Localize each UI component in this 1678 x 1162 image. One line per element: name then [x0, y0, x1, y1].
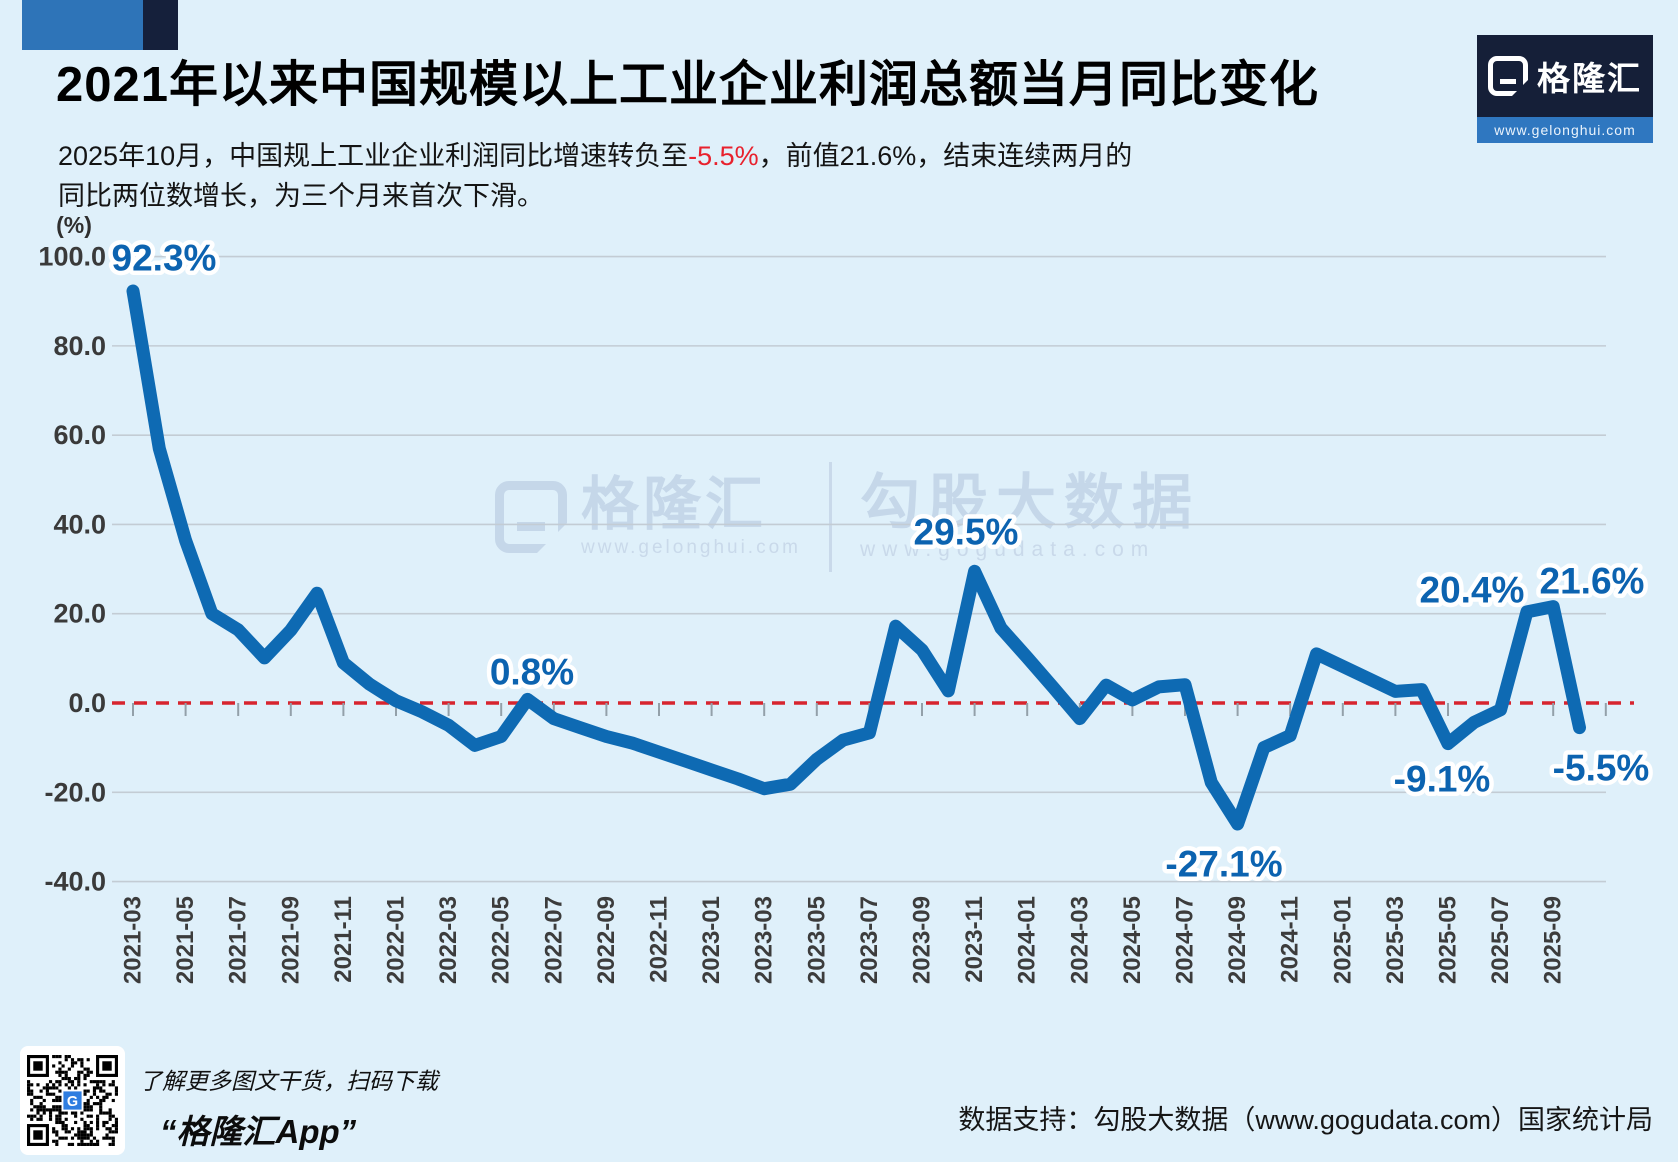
x-tick-label: 2024-09 [1224, 896, 1251, 984]
subtitle-highlight-value: -5.5% [688, 141, 759, 171]
x-tick-label: 2022-11 [646, 896, 673, 983]
gelonghui-logo-box: 格隆汇 [1477, 35, 1653, 117]
x-tick-label: 2023-09 [909, 896, 936, 984]
page-title: 2021年以来中国规模以上工业企业利润总额当月同比变化 [56, 58, 1320, 112]
gelonghui-logo-url: www.gelonghui.com [1477, 117, 1653, 143]
x-tick-label: 2024-03 [1066, 896, 1093, 984]
svg-text:G: G [67, 1094, 78, 1110]
y-tick-label: 0.0 [68, 688, 106, 718]
x-tick-label: 2023-11 [961, 896, 988, 983]
y-axis-unit-label: (%) [56, 212, 92, 238]
x-tick-label: 2022-03 [435, 896, 462, 984]
x-tick-label: 2025-07 [1487, 896, 1514, 984]
data-point-label: 29.5% [914, 512, 1019, 553]
y-tick-label: 60.0 [53, 420, 106, 450]
data-source-note: 数据支持：勾股大数据（www.gogudata.com）国家统计局 [958, 1105, 1653, 1135]
x-tick-label: 2022-09 [593, 896, 620, 984]
data-point-label: 92.3% [112, 238, 217, 279]
data-point-label: -9.1% [1394, 759, 1491, 800]
subtitle: 2025年10月，中国规上工业企业利润同比增速转负至-5.5%，前值21.6%，… [58, 136, 1178, 216]
qr-caption: 了解更多图文干货，扫码下载 [139, 1068, 438, 1094]
watermark-gogudata-text: 勾股大数据 [859, 469, 1200, 536]
data-point-label: -5.5% [1553, 748, 1650, 789]
x-tick-label: 2021-11 [330, 896, 357, 983]
subtitle-text-2: ，前值21.6%，结束连续两月的 [758, 141, 1133, 171]
subtitle-line-2: 同比两位数增长，为三个月来首次下滑。 [58, 181, 544, 211]
data-point-label: 20.4% [1420, 570, 1525, 611]
profit-yoy-line [126, 284, 1586, 831]
watermark-gogudata: 勾股大数据 www.gogudata.com [860, 472, 1200, 562]
x-tick-label: 2023-05 [803, 896, 830, 984]
x-tick-label: 2022-01 [383, 896, 410, 984]
x-tick-label: 2024-01 [1014, 896, 1041, 984]
watermark-divider [828, 462, 832, 572]
y-tick-label: -20.0 [44, 777, 106, 807]
data-point-label: 21.6% [1540, 561, 1645, 602]
x-tick-label: 2025-01 [1329, 896, 1356, 984]
qr-code: G [20, 1046, 125, 1155]
decoration-navy-block [143, 0, 178, 50]
x-tick-label: 2024-05 [1119, 896, 1146, 984]
x-tick-label: 2025-03 [1382, 896, 1409, 984]
decoration-blue-block [22, 0, 143, 50]
subtitle-text-1: 2025年10月，中国规上工业企业利润同比增速转负至 [58, 141, 689, 171]
x-tick-label: 2025-09 [1540, 896, 1567, 984]
x-tick-label: 2021-09 [277, 896, 304, 984]
y-tick-label: 100.0 [38, 242, 106, 272]
x-tick-label: 2023-01 [698, 896, 725, 984]
x-tick-label: 2024-07 [1172, 896, 1199, 984]
x-tick-label: 2021-07 [225, 896, 252, 984]
x-tick-label: 2024-11 [1277, 896, 1304, 983]
y-tick-label: 40.0 [53, 509, 106, 539]
x-tick-label: 2022-07 [540, 896, 567, 984]
watermark-g-icon [495, 481, 567, 553]
data-point-label: 0.8% [490, 652, 574, 693]
data-point-label: -27.1% [1165, 844, 1282, 885]
x-tick-label: 2022-05 [488, 896, 515, 984]
gelonghui-logo-text: 格隆汇 [1537, 60, 1642, 97]
qr-app-name: “格隆汇App” [160, 1113, 357, 1150]
y-tick-label: -40.0 [44, 867, 106, 897]
watermark-gogudata-url: www.gogudata.com [859, 538, 1156, 561]
y-tick-label: 80.0 [53, 331, 106, 361]
x-tick-label: 2025-05 [1435, 896, 1462, 984]
gelonghui-logo: 格隆汇 www.gelonghui.com [1477, 35, 1653, 143]
x-tick-label: 2021-05 [172, 896, 199, 984]
watermark-gelonghui-url: www.gelonghui.com [581, 537, 801, 558]
x-tick-label: 2023-07 [856, 896, 883, 984]
y-tick-label: 20.0 [53, 599, 106, 629]
x-tick-label: 2023-03 [751, 896, 778, 984]
gelonghui-g-icon [1488, 56, 1528, 96]
x-tick-label: 2021-03 [120, 896, 147, 984]
